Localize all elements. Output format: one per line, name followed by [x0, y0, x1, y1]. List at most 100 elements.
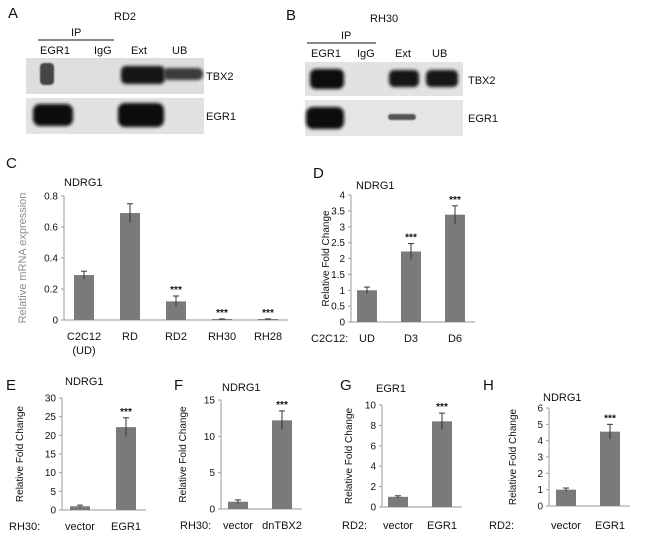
chart-title: NDRG1: [356, 180, 395, 192]
y-tick-label: 4: [339, 191, 345, 202]
bar: [401, 251, 421, 322]
lane-label: UB: [432, 48, 447, 60]
lane-label: Ext: [395, 48, 411, 60]
panel-letter: G: [340, 377, 352, 394]
category-label: UD: [359, 333, 375, 345]
y-tick-label: 0.2: [44, 285, 58, 296]
significance-label: ***: [120, 407, 132, 418]
blot-band: [388, 114, 416, 120]
panel-g-chart: G 0 2 4 6 8 10 EGR1 Relative Fold Change RD2: vec…: [340, 377, 462, 532]
y-tick-label: 6: [537, 404, 543, 415]
category-label: RH28: [254, 331, 282, 343]
y-tick-label: 1.5: [331, 270, 345, 281]
bar: [120, 213, 140, 320]
y-axis-label: Relative Fold Change: [15, 405, 26, 502]
x-axis-label: RD2:: [489, 520, 514, 532]
blot-title: RH30: [370, 13, 398, 25]
y-tick-label: 0.6: [44, 223, 58, 234]
bar: [70, 506, 90, 510]
row-label: TBX2: [206, 71, 234, 83]
bar: [74, 275, 94, 320]
y-tick-label: 0.4: [44, 254, 58, 265]
y-axis-label: Relative Fold Change: [344, 407, 355, 504]
category-label: vector: [65, 521, 95, 533]
blot-band: [33, 104, 73, 126]
y-tick-label: 0: [339, 318, 345, 329]
lane-label: Ext: [131, 45, 147, 57]
chart-title: NDRG1: [222, 382, 261, 394]
bar: [228, 501, 248, 509]
panel-letter: E: [6, 377, 16, 394]
blot-band: [163, 68, 203, 80]
x-axis-label: RH30:: [180, 520, 211, 532]
significance-label: ***: [449, 195, 461, 206]
lane-label: UB: [172, 45, 187, 57]
y-tick-label: 4: [537, 436, 543, 447]
panel-e-chart: E 0 5 10 15 20 25 30 NDRG1 Relative Fold Change R…: [6, 376, 146, 533]
bar: [116, 427, 136, 510]
bar: [166, 301, 186, 320]
y-tick-label: 2: [339, 254, 345, 265]
category-label: D3: [404, 333, 418, 345]
y-tick-label: 0.8: [44, 192, 58, 203]
blot-title: RD2: [114, 11, 136, 23]
category-label: EGR1: [595, 520, 625, 532]
significance-label: ***: [405, 233, 417, 244]
lane-label: IgG: [94, 45, 112, 57]
y-tick-label: 5: [537, 420, 543, 431]
significance-label: ***: [436, 402, 448, 413]
chart-title: NDRG1: [64, 177, 103, 189]
y-tick-label: 15: [204, 396, 216, 407]
y-tick-label: 10: [45, 468, 57, 479]
bar: [432, 421, 452, 507]
bar: [445, 214, 465, 322]
blot-band: [40, 63, 54, 85]
bar: [388, 496, 408, 507]
y-tick-label: 10: [365, 401, 377, 412]
category-label: dnTBX2: [262, 520, 302, 532]
panel-c-chart: C 0 0.2 0.4 0.6 0.8 NDRG1 Relative mRNA expres…: [6, 155, 288, 357]
y-tick-label: 10: [204, 432, 216, 443]
category-label: C2C12: [67, 331, 101, 343]
bar: [357, 290, 377, 322]
lane-label: IgG: [357, 48, 375, 60]
category-label: RH30: [208, 331, 236, 343]
category-label: EGR1: [111, 521, 141, 533]
y-tick-label: 8: [370, 421, 376, 432]
lane-label: EGR1: [311, 48, 341, 60]
significance-label: ***: [216, 308, 228, 319]
blot-band: [306, 107, 344, 129]
y-tick-label: 2.5: [331, 238, 345, 249]
category-label: EGR1: [427, 520, 457, 532]
x-axis-label: RD2:: [342, 520, 367, 532]
y-tick-label: 2: [370, 482, 376, 493]
y-tick-label: 5: [209, 468, 215, 479]
significance-label: ***: [276, 400, 288, 411]
y-tick-label: 0: [209, 505, 215, 516]
x-axis-label: C2C12:: [311, 333, 348, 345]
y-axis-label: Relative Fold Change: [321, 210, 332, 307]
blot-band: [389, 70, 419, 87]
y-tick-label: 3: [339, 222, 345, 233]
y-axis-label: Relative Fold Change: [178, 406, 189, 503]
significance-label: ***: [604, 413, 616, 424]
panel-f-chart: F 0 5 10 15 NDRG1 Relative Fold Change RH30: ve…: [174, 377, 302, 532]
lane-label: EGR1: [40, 45, 70, 57]
category-label: D6: [448, 333, 462, 345]
y-tick-label: 0: [370, 503, 376, 514]
category-label: RD: [122, 331, 138, 343]
y-tick-label: 4: [370, 462, 376, 473]
y-tick-label: 15: [45, 450, 57, 461]
panel-b-blot: B RH30 IP EGR1 IgG Ext UB TBX2 EGR1: [286, 7, 498, 136]
y-tick-label: 30: [45, 394, 57, 405]
category-label: vector: [223, 520, 253, 532]
ip-label: IP: [341, 30, 351, 42]
bar: [600, 431, 620, 506]
y-tick-label: 1: [537, 485, 543, 496]
y-tick-label: 2: [537, 469, 543, 480]
y-tick-label: 0: [537, 502, 543, 513]
chart-title: EGR1: [376, 383, 406, 395]
y-tick-label: 6: [370, 441, 376, 452]
chart-title: NDRG1: [65, 376, 104, 388]
